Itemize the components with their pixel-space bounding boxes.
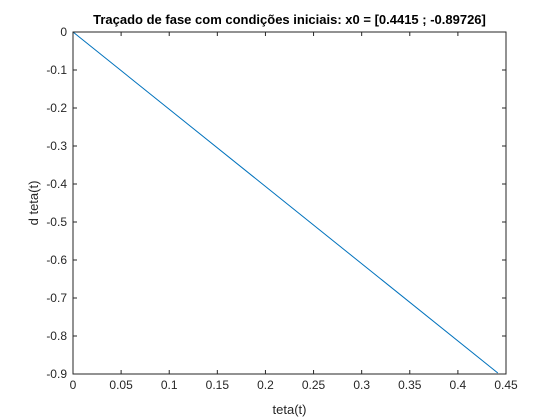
- x-tick-label: 0.25: [302, 378, 326, 392]
- x-tick-label: 0.4: [450, 378, 467, 392]
- x-tick-label: 0.3: [353, 378, 370, 392]
- y-tick-label: -0.5: [46, 215, 67, 229]
- axes-box: [72, 31, 507, 375]
- y-tick-label: 0: [60, 25, 67, 39]
- chart-title: Traçado de fase com condições iniciais: …: [93, 12, 486, 27]
- plot-area: [73, 32, 506, 374]
- series-line: [72, 31, 499, 374]
- x-axis-label: teta(t): [273, 402, 307, 417]
- x-tick-label: 0.45: [494, 378, 518, 392]
- y-tick-label: -0.7: [46, 291, 67, 305]
- x-tick-label: 0.2: [257, 378, 274, 392]
- y-tick-label: -0.2: [46, 101, 67, 115]
- y-tick-label: -0.3: [46, 139, 67, 153]
- x-tick-label: 0: [70, 378, 77, 392]
- y-tick-label: -0.6: [46, 253, 67, 267]
- y-tick-label: -0.8: [46, 329, 67, 343]
- ticks-layer: 0 0.05 0.1 0.15 0.2 0.25 0.3 0.35 0.4 0.45 0 -0.1 -0…: [46, 25, 518, 392]
- x-tick-label: 0.05: [109, 378, 133, 392]
- y-tick-label: -0.1: [46, 63, 67, 77]
- y-tick-label: -0.4: [46, 177, 67, 191]
- x-tick-label: 0.35: [398, 378, 422, 392]
- y-tick-label: -0.9: [46, 367, 67, 381]
- y-axis-label: d teta(t): [26, 181, 41, 226]
- series-layer: [72, 31, 499, 374]
- x-tick-label: 0.15: [206, 378, 230, 392]
- x-tick-label: 0.1: [161, 378, 178, 392]
